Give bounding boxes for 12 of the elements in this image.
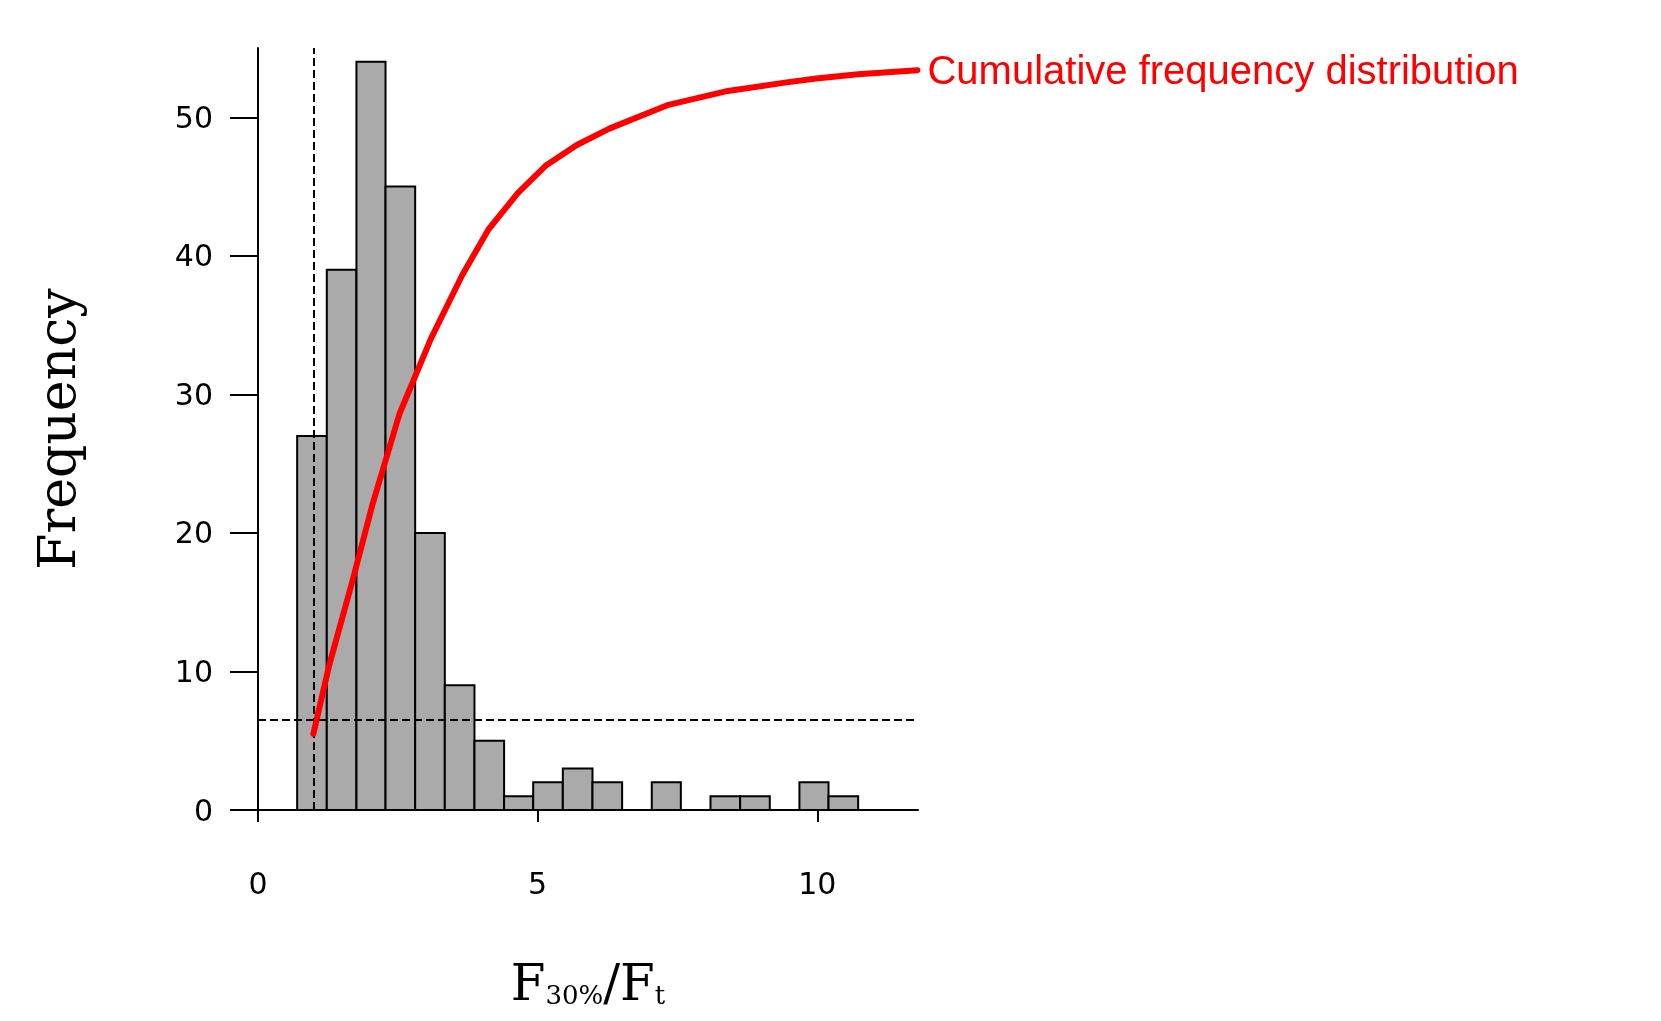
x-axis-title: F30%/Ft	[510, 954, 666, 1012]
x-tick-label: 10	[798, 865, 837, 901]
series-label: Cumulative frequency distribution	[927, 48, 1519, 93]
y-tick-label: 40	[174, 238, 213, 274]
y-axis-title: Frequency	[27, 287, 87, 570]
y-tick-label: 50	[174, 99, 213, 135]
x-tick-label: 0	[248, 865, 268, 901]
y-tick-label: 30	[174, 376, 213, 412]
y-tick-label: 0	[193, 792, 213, 828]
x-tick-label: 5	[528, 865, 548, 901]
y-tick-label: 10	[174, 653, 213, 689]
y-tick-label: 20	[174, 515, 213, 551]
